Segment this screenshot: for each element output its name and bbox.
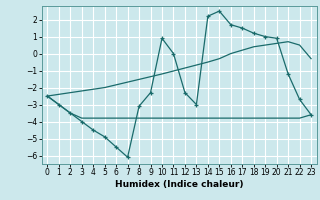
- X-axis label: Humidex (Indice chaleur): Humidex (Indice chaleur): [115, 180, 244, 189]
